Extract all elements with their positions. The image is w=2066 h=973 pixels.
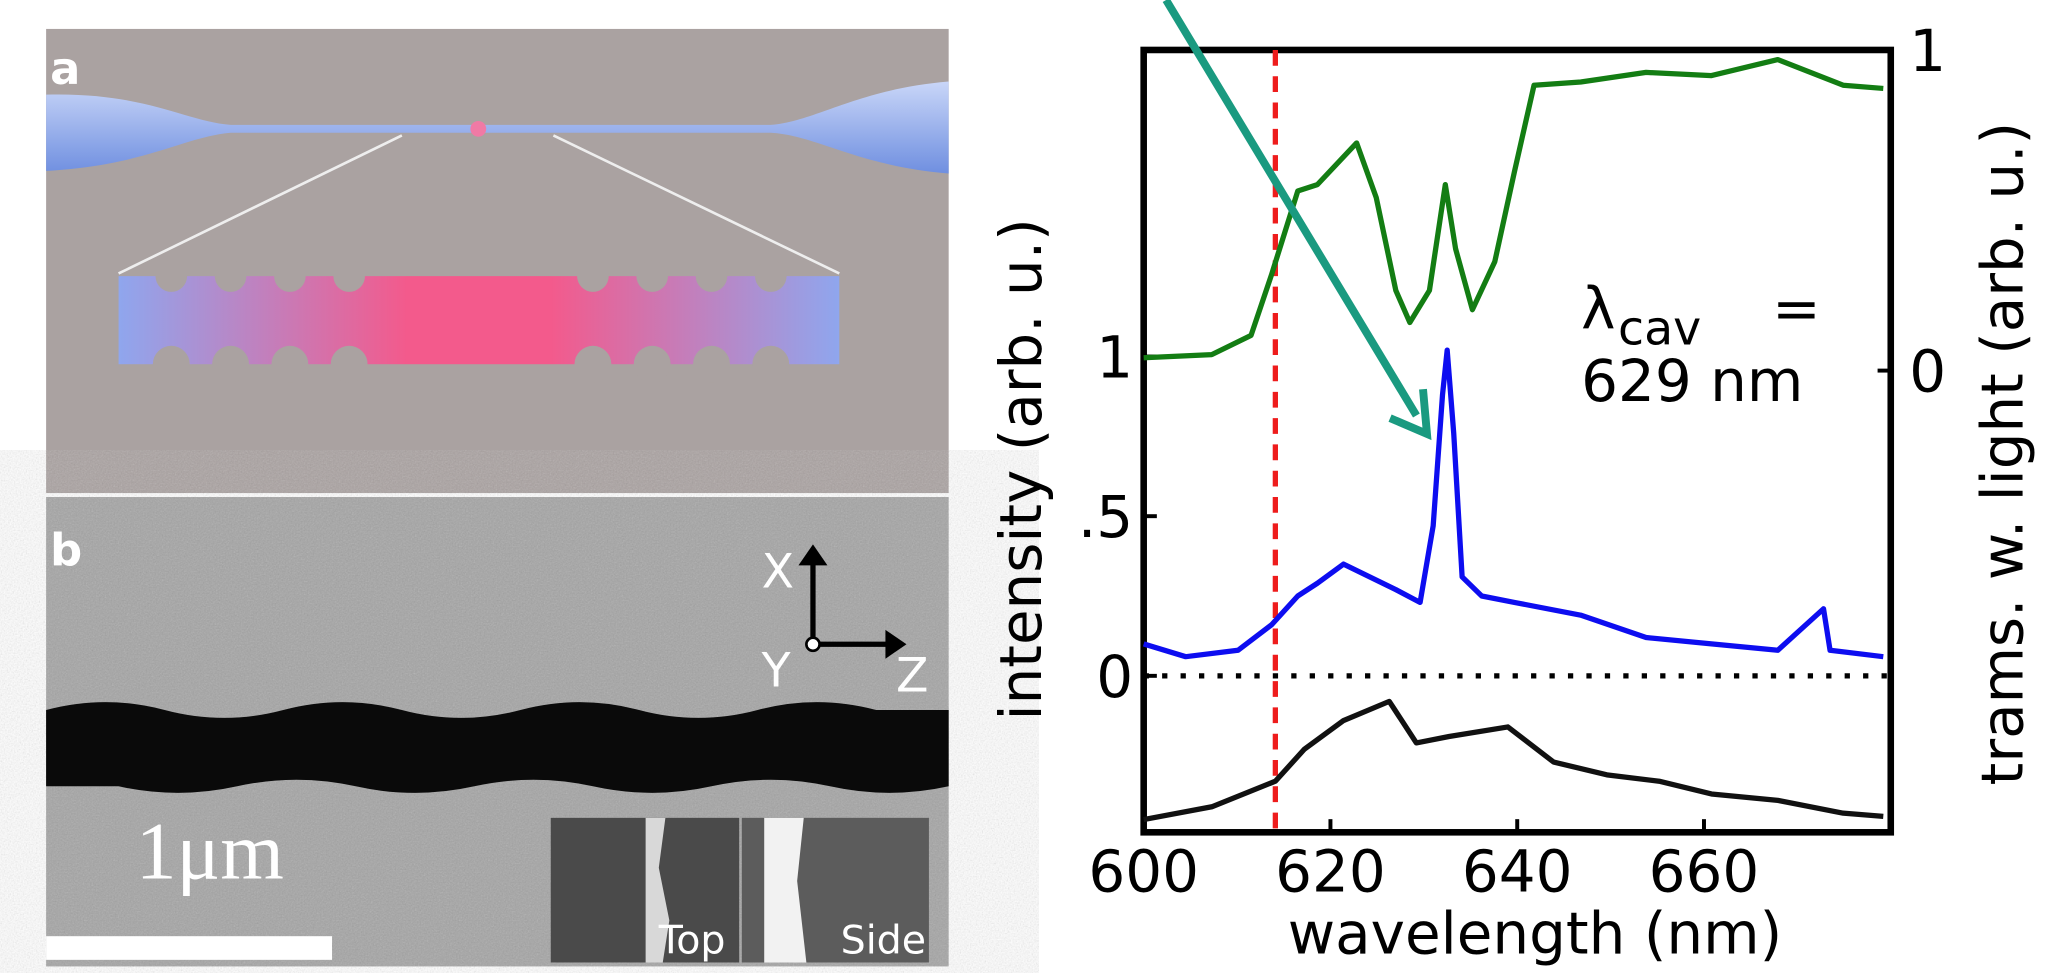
- panel-a: a: [46, 28, 949, 494]
- scale-bar-label: 1μm: [136, 805, 284, 896]
- x-tick-label: 640: [1462, 838, 1573, 906]
- annotation-value: 629 nm: [1581, 347, 1803, 415]
- y2-axis-label: trams. w. light (arb. u.): [1968, 122, 2036, 785]
- zoom-line: [552, 134, 840, 275]
- inset-image: [550, 817, 740, 963]
- panel-label: a: [50, 42, 80, 95]
- cavity-spot: [470, 120, 487, 137]
- x-axis-label: wavelength (nm): [1288, 899, 1783, 967]
- axis-name: Z: [896, 649, 929, 704]
- annotation-equals: =: [1772, 275, 1821, 343]
- inset-label: Side: [841, 917, 926, 963]
- holes: [152, 260, 790, 383]
- y2-tick-label: 0: [1909, 338, 1946, 406]
- zoom-line: [118, 134, 403, 275]
- annotation-subscript: cav: [1618, 302, 1701, 357]
- annotation-symbol: λ: [1581, 275, 1615, 343]
- arrow-head: [798, 544, 828, 566]
- inset-label: Top: [658, 917, 726, 963]
- inset-edge: [764, 817, 807, 963]
- arrow-head: [885, 629, 907, 659]
- panel-background: [46, 28, 949, 494]
- axis-name: Y: [761, 643, 792, 698]
- y-axis-label: intensity (arb. u.): [987, 218, 1055, 720]
- scale-bar: [46, 936, 333, 960]
- series-line: [1143, 698, 1884, 823]
- series-line: [1142, 347, 1884, 660]
- waveguide: [46, 81, 949, 174]
- y-tick-label: 0: [1096, 643, 1133, 711]
- y-tick-label: 1: [1096, 324, 1133, 392]
- y-tick-label: .5: [1078, 483, 1133, 551]
- series-line: [1143, 56, 1884, 361]
- x-tick-label: 600: [1088, 838, 1199, 906]
- nanobeam: [46, 702, 949, 793]
- panel-label: b: [50, 523, 82, 576]
- axis-name: X: [762, 545, 795, 600]
- x-tick-label: 620: [1275, 838, 1386, 906]
- axis-origin: [805, 636, 821, 653]
- y2-tick-label: 1: [1909, 17, 1946, 85]
- inset-edge: [645, 817, 670, 963]
- pointer-arrow-head: [1388, 388, 1432, 441]
- x-tick-label: 660: [1649, 838, 1760, 906]
- pointer-arrow: [1162, 0, 1420, 418]
- panel-b: b X Y Z 1μm Top Side: [46, 497, 949, 967]
